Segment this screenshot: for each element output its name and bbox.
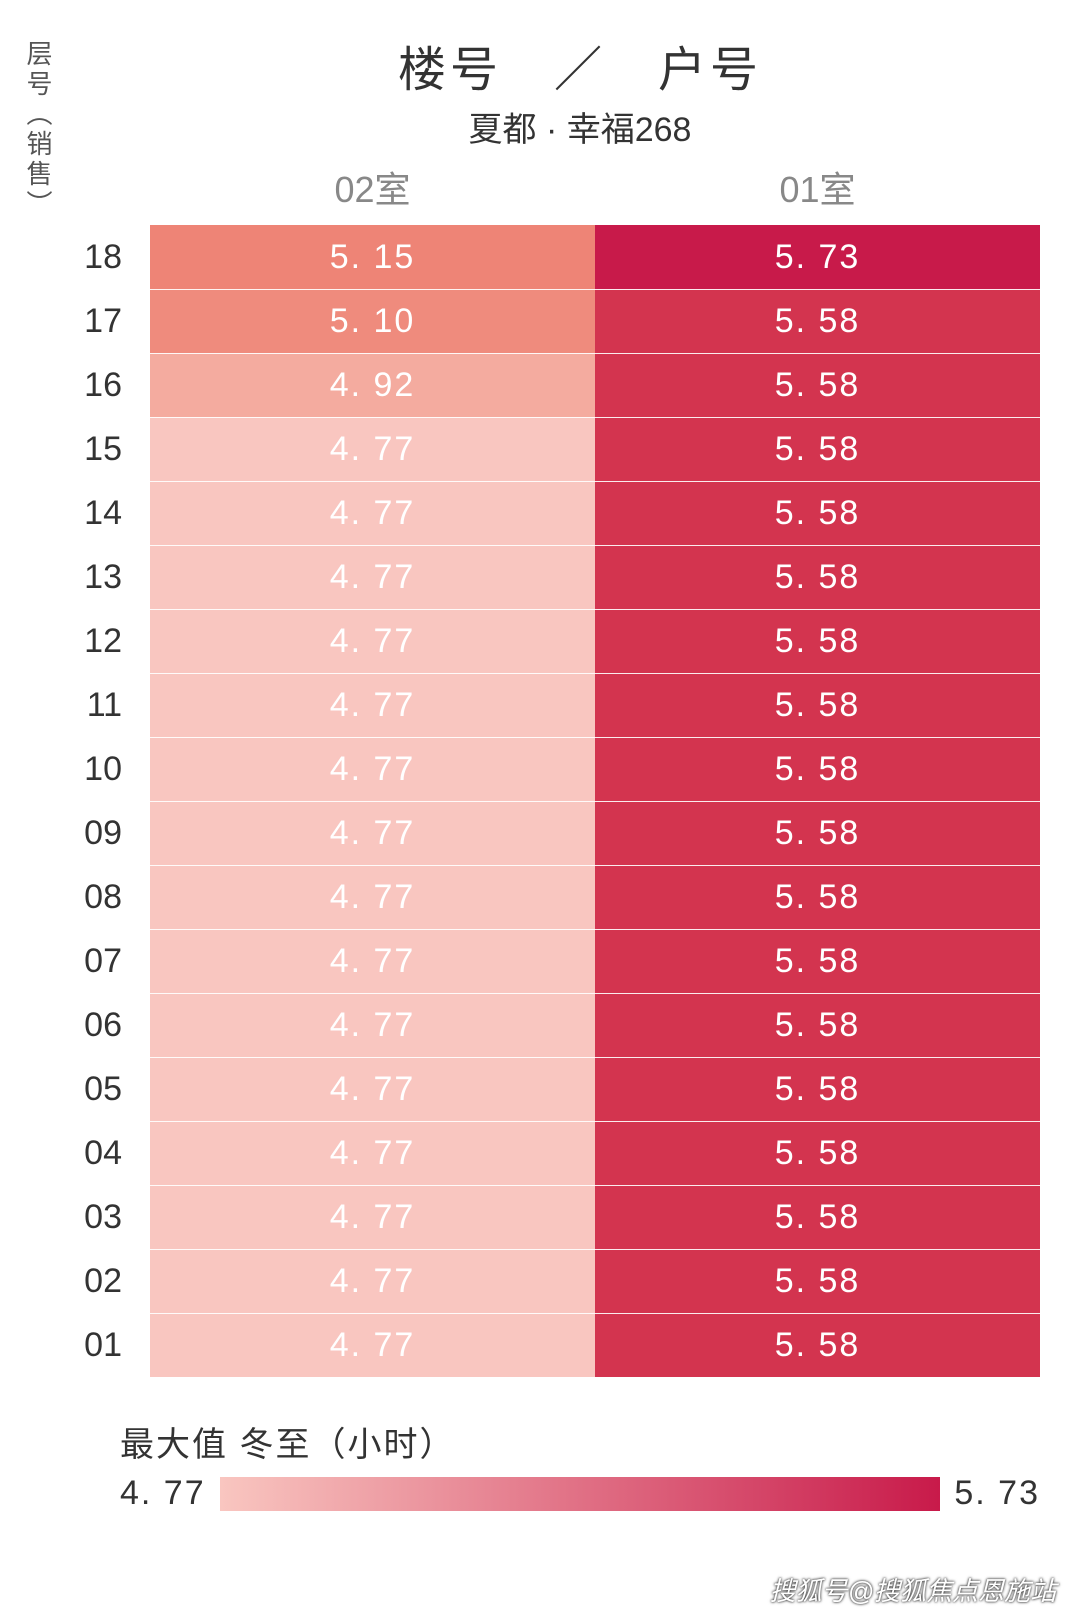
heatmap-cell: 4. 77 xyxy=(150,737,595,801)
heatmap-row: 044. 775. 58 xyxy=(0,1121,1040,1185)
heatmap-cell: 5. 58 xyxy=(595,673,1040,737)
heatmap-cell: 5. 10 xyxy=(150,289,595,353)
heatmap-row: 134. 775. 58 xyxy=(0,545,1040,609)
row-label: 11 xyxy=(0,673,150,737)
heatmap-row: 164. 925. 58 xyxy=(0,353,1040,417)
heatmap-row: 175. 105. 58 xyxy=(0,289,1040,353)
heatmap-cell: 5. 58 xyxy=(595,737,1040,801)
heatmap-row: 054. 775. 58 xyxy=(0,1057,1040,1121)
row-label: 04 xyxy=(0,1121,150,1185)
row-label: 14 xyxy=(0,481,150,545)
heatmap-cell: 5. 58 xyxy=(595,1057,1040,1121)
row-label: 05 xyxy=(0,1057,150,1121)
row-label: 08 xyxy=(0,865,150,929)
legend: 最大值 冬至（小时） 4. 77 5. 73 xyxy=(120,1417,1040,1513)
heatmap-cell: 4. 77 xyxy=(150,1313,595,1377)
heatmap-cell: 5. 58 xyxy=(595,417,1040,481)
heatmap-row: 034. 775. 58 xyxy=(0,1185,1040,1249)
row-label: 09 xyxy=(0,801,150,865)
heatmap-cell: 4. 77 xyxy=(150,801,595,865)
legend-scale: 4. 77 5. 73 xyxy=(120,1474,1040,1513)
legend-gradient-bar xyxy=(220,1477,941,1511)
column-header: 01室 xyxy=(595,161,1040,213)
chart-subtitle: 夏都 · 幸福268 xyxy=(120,102,1040,151)
heatmap-cell: 5. 58 xyxy=(595,801,1040,865)
row-label: 03 xyxy=(0,1185,150,1249)
row-label: 10 xyxy=(0,737,150,801)
heatmap-cell: 5. 15 xyxy=(150,225,595,289)
title-block: 楼号 ／ 户号 夏都 · 幸福268 xyxy=(120,30,1040,151)
heatmap-row: 154. 775. 58 xyxy=(0,417,1040,481)
heatmap-row: 144. 775. 58 xyxy=(0,481,1040,545)
heatmap-cell: 5. 58 xyxy=(595,289,1040,353)
column-header: 02室 xyxy=(150,161,595,213)
heatmap-cell: 5. 58 xyxy=(595,1185,1040,1249)
row-label: 02 xyxy=(0,1249,150,1313)
heatmap-cell: 5. 73 xyxy=(595,225,1040,289)
heatmap-row: 074. 775. 58 xyxy=(0,929,1040,993)
heatmap-cell: 4. 77 xyxy=(150,545,595,609)
heatmap-cell: 4. 77 xyxy=(150,1121,595,1185)
column-headers: 02室 01室 xyxy=(150,161,1040,213)
heatmap-cell: 5. 58 xyxy=(595,1249,1040,1313)
row-label: 01 xyxy=(0,1313,150,1377)
heatmap-cell: 4. 77 xyxy=(150,929,595,993)
row-label: 16 xyxy=(0,353,150,417)
heatmap-cell: 4. 77 xyxy=(150,865,595,929)
heatmap-cell: 5. 58 xyxy=(595,353,1040,417)
heatmap-row: 114. 775. 58 xyxy=(0,673,1040,737)
heatmap-cell: 5. 58 xyxy=(595,481,1040,545)
heatmap-cell: 5. 58 xyxy=(595,1121,1040,1185)
heatmap-cell: 4. 77 xyxy=(150,1249,595,1313)
heatmap-row: 084. 775. 58 xyxy=(0,865,1040,929)
heatmap-row: 185. 155. 73 xyxy=(0,225,1040,289)
heatmap-cell: 5. 58 xyxy=(595,1313,1040,1377)
heatmap-cell: 4. 77 xyxy=(150,481,595,545)
chart-title: 楼号 ／ 户号 xyxy=(120,30,1040,100)
legend-title: 最大值 冬至（小时） xyxy=(120,1417,1040,1466)
heatmap-row: 094. 775. 58 xyxy=(0,801,1040,865)
legend-min-label: 4. 77 xyxy=(120,1474,206,1513)
heatmap-body: 185. 155. 73175. 105. 58164. 925. 58154.… xyxy=(0,225,1040,1377)
heatmap-row: 124. 775. 58 xyxy=(0,609,1040,673)
heatmap-cell: 5. 58 xyxy=(595,929,1040,993)
heatmap-row: 024. 775. 58 xyxy=(0,1249,1040,1313)
heatmap-cell: 4. 77 xyxy=(150,673,595,737)
row-label: 13 xyxy=(0,545,150,609)
watermark: 搜狐号@搜狐焦点恩施站 xyxy=(770,1571,1056,1608)
y-axis-label: 层号（销售） xyxy=(20,40,57,220)
heatmap-cell: 4. 77 xyxy=(150,1057,595,1121)
heatmap-row: 064. 775. 58 xyxy=(0,993,1040,1057)
heatmap-cell: 5. 58 xyxy=(595,993,1040,1057)
heatmap-cell: 5. 58 xyxy=(595,865,1040,929)
row-label: 06 xyxy=(0,993,150,1057)
heatmap-cell: 5. 58 xyxy=(595,609,1040,673)
heatmap-cell: 4. 92 xyxy=(150,353,595,417)
heatmap-row: 104. 775. 58 xyxy=(0,737,1040,801)
row-label: 12 xyxy=(0,609,150,673)
heatmap-cell: 4. 77 xyxy=(150,609,595,673)
legend-max-label: 5. 73 xyxy=(954,1474,1040,1513)
heatmap-cell: 4. 77 xyxy=(150,993,595,1057)
row-label: 07 xyxy=(0,929,150,993)
heatmap-cell: 5. 58 xyxy=(595,545,1040,609)
row-label: 18 xyxy=(0,225,150,289)
heatmap-cell: 4. 77 xyxy=(150,1185,595,1249)
row-label: 17 xyxy=(0,289,150,353)
heatmap-row: 014. 775. 58 xyxy=(0,1313,1040,1377)
chart-container: 层号（销售） 楼号 ／ 户号 夏都 · 幸福268 02室 01室 185. 1… xyxy=(0,0,1080,1620)
heatmap-cell: 4. 77 xyxy=(150,417,595,481)
row-label: 15 xyxy=(0,417,150,481)
